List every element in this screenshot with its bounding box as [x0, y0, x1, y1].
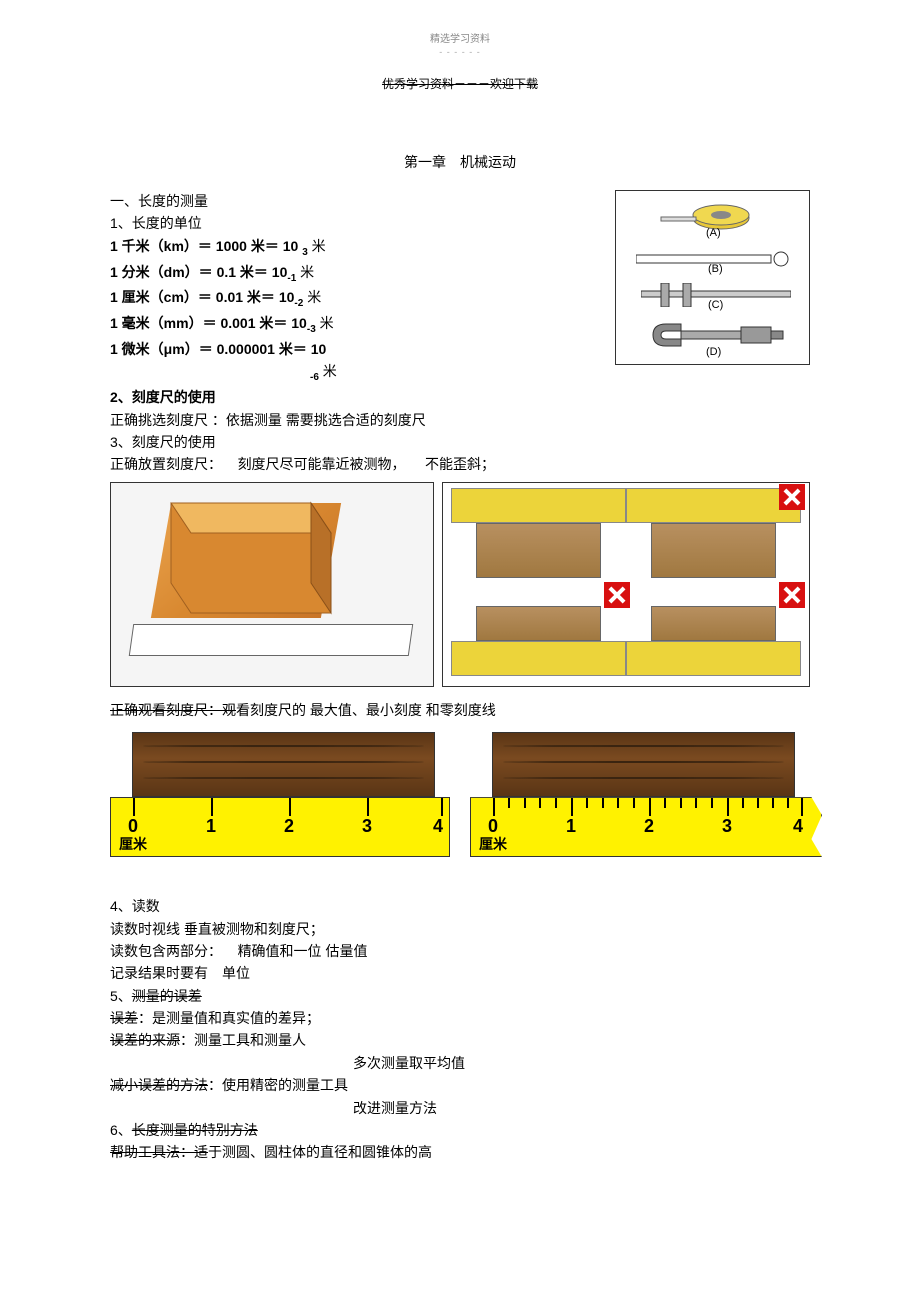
header-welcome: 优秀学习资料－－－欢迎下载	[110, 75, 810, 92]
ruler-reading-a: 0 1 2 3 4 厘米	[110, 727, 450, 877]
ruler-reading-b: 0 1 2 3 4 厘米	[470, 727, 810, 877]
ruler-reading-images: 0 1 2 3 4 厘米	[110, 727, 810, 877]
ruler-placement-quad-image	[442, 482, 810, 687]
section6-title: 6、长度测量的特别方法	[110, 1119, 810, 1141]
tool-label-b: (B)	[708, 263, 723, 275]
x-mark-icon	[779, 484, 805, 510]
section4-line3: 记录结果时要有 单位	[110, 962, 810, 984]
section2-title: 2、刻度尺的使用	[110, 386, 810, 408]
ruler-placement-images	[110, 482, 810, 687]
section5-line3: 多次测量取平均值	[353, 1052, 810, 1074]
chapter-title: 第一章 机械运动	[110, 152, 810, 172]
tools-image: (A) (B) (C) (D)	[615, 190, 810, 365]
section3-text1: 正确放置刻度尺： 刻度尺尽可能靠近被测物， 不能歪斜；	[110, 453, 810, 475]
section3-title: 3、刻度尺的使用	[110, 431, 810, 453]
section5-title: 5、测量的误差	[110, 985, 810, 1007]
section5-line2: 误差的来源：测量工具和测量人	[110, 1029, 810, 1051]
tool-label-d: (D)	[706, 346, 721, 358]
tool-label-a: (A)	[706, 227, 721, 239]
wood-with-ruler-image	[110, 482, 434, 687]
section2-text: 正确挑选刻度尺 ：依据测量 需要挑选合适的刻度尺	[110, 409, 810, 431]
section5-line5: 改进测量方法	[353, 1097, 810, 1119]
section5-line4: 减小误差的方法：使用精密的测量工具	[110, 1074, 810, 1096]
header-small-text: 精选学习资料	[110, 30, 810, 45]
section4-line1: 读数时视线 垂直被测物和刻度尺；	[110, 918, 810, 940]
section4-line2: 读数包含两部分： 精确值和一位 估量值	[110, 940, 810, 962]
section3-text2: 正确观看刻度尺：观看刻度尺的 最大值、最小刻度 和零刻度线	[110, 699, 810, 721]
section4-title: 4、读数	[110, 895, 810, 917]
x-mark-icon	[779, 582, 805, 608]
section6-line1: 帮助工具法：适于测圆、圆柱体的直径和圆锥体的高	[110, 1141, 810, 1163]
section5-line1: 误差：是测量值和真实值的差异；	[110, 1007, 810, 1029]
header-dashes: - - - - - -	[110, 47, 810, 57]
tool-label-c: (C)	[708, 299, 723, 311]
